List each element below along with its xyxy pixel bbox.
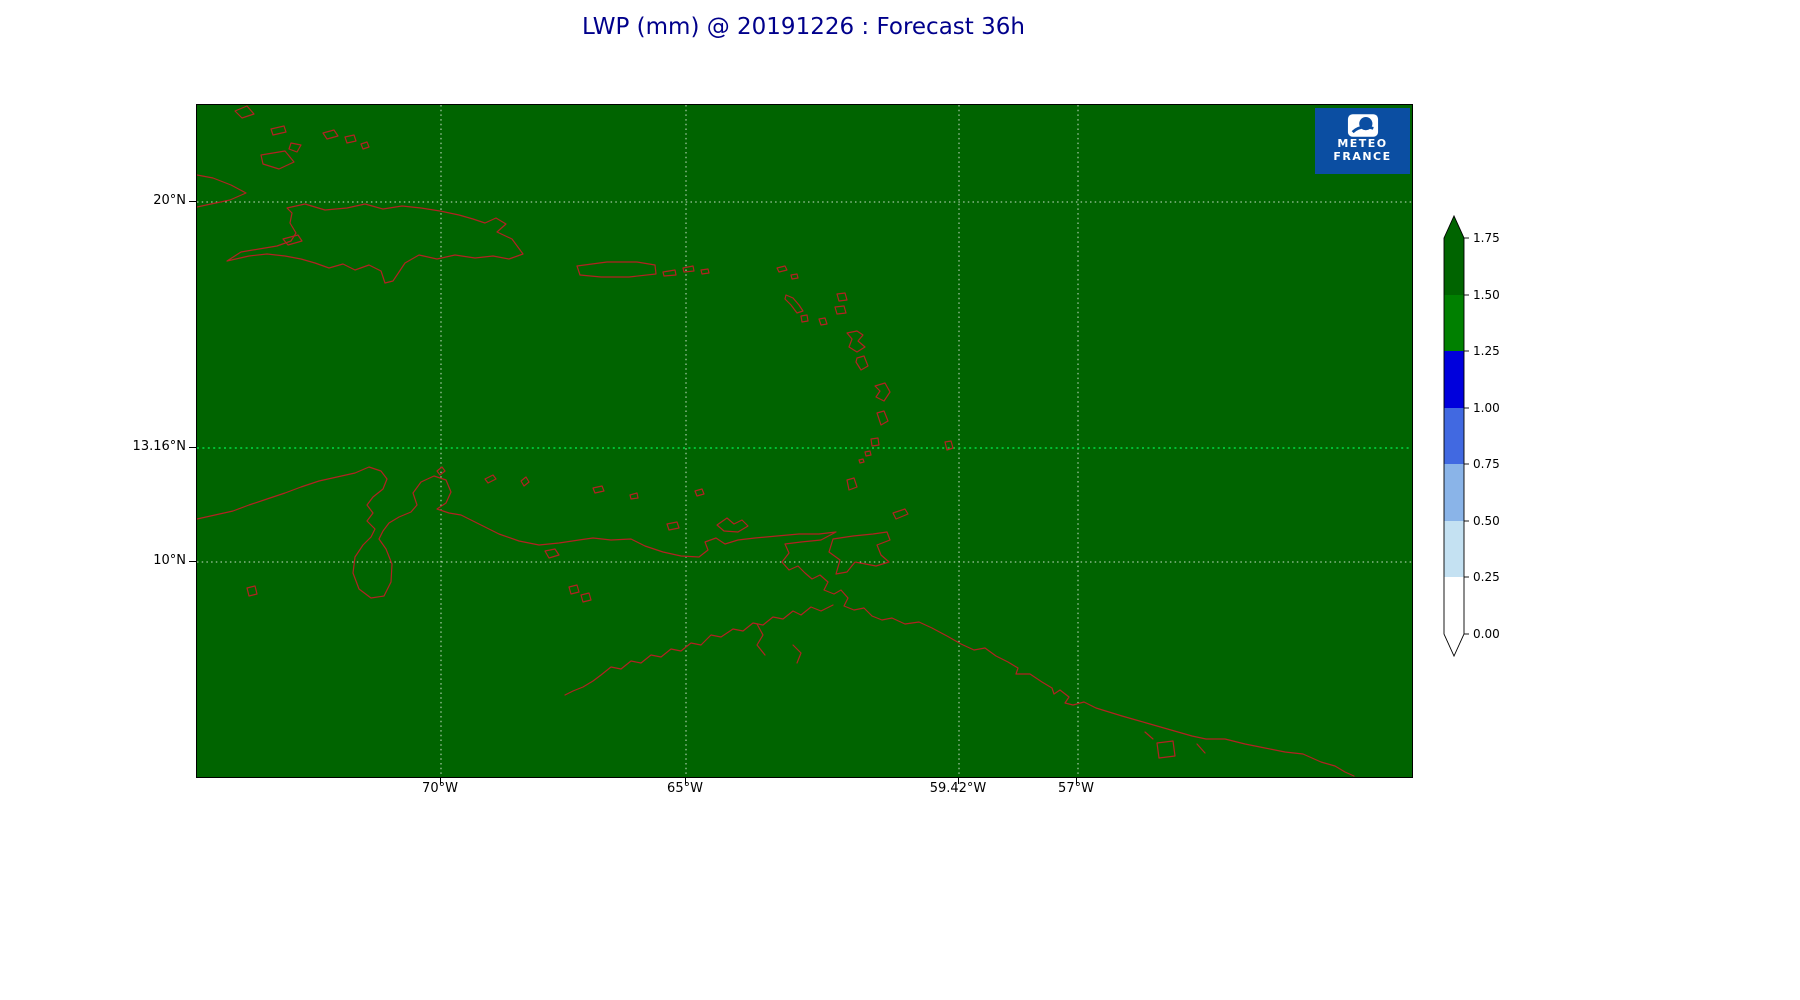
island-st-vincent [870,437,880,447]
colorbar-label-100: 1.00 [1473,401,1500,415]
island-virgin-2 [700,268,710,275]
x-tick-label-65w: 65°W [667,781,703,796]
colorbar-segment [1444,577,1464,634]
island-aruba [436,466,446,476]
island-trinidad [828,531,891,575]
island-bonaire [520,476,530,487]
colorbar-segment [1444,351,1464,408]
island-st-martin [790,273,799,280]
colorbar-over-arrow [1444,216,1464,238]
island-grenadines-1 [864,450,872,457]
x-tick-label-57w: 57°W [1058,781,1094,796]
island-margarita [716,517,749,533]
island-barbuda [836,292,848,302]
island-great-inagua [260,150,295,170]
x-tick-label-70w: 70°W [422,781,458,796]
meteo-france-icon [1347,114,1378,137]
colorbar-segment [1444,521,1464,577]
island-dominica [855,355,869,371]
lake-valencia [544,548,560,559]
logo-line1: METEO [1337,137,1388,150]
colorbar-segment [1444,238,1464,295]
island-st-kitts [784,294,804,314]
colorbar-label-025: 0.25 [1473,570,1500,584]
island-acklins [234,105,255,119]
colorbar-under-arrow [1444,634,1464,656]
colorbar-label-050: 0.50 [1473,514,1500,528]
island-tortuga [666,521,680,531]
colorbar-ticks [1464,237,1469,635]
river-caroni [756,623,766,656]
colorbar-label-075: 0.75 [1473,457,1500,471]
y-tick-mark [189,447,196,448]
island-vieques [662,269,677,277]
gridlines [197,105,1412,777]
meteo-france-logo: METEO FRANCE [1315,108,1410,174]
logo-line2: FRANCE [1333,149,1392,163]
river-orinoco [564,604,834,696]
river-tributary [792,644,802,664]
coastlines [197,105,1355,777]
coast-cuba-east-tip [197,174,247,208]
island-hispaniola [226,203,524,284]
colorbar-label-175: 1.75 [1473,231,1500,245]
map-area [196,104,1413,778]
x-tick-mark [685,777,686,784]
island-little-inagua [288,142,302,153]
island-antigua [834,305,847,315]
colorbar-segment [1444,295,1464,351]
lagoon-1 [568,584,580,595]
colorbar [1443,214,1469,658]
island-martinique [874,382,891,402]
y-tick-mark [189,201,196,202]
island-turks-2 [360,141,370,150]
colorbar-segment [1444,408,1464,464]
island-anguilla [776,265,788,273]
island-nevis [800,314,809,323]
colorbar-segment [1444,464,1464,521]
figure-title: LWP (mm) @ 20191226 : Forecast 36h [582,14,1025,40]
island-barbados [944,440,954,451]
island-mayaguana [270,125,287,136]
y-tick-mark [189,561,196,562]
lake-brokopondo [1156,740,1176,759]
island-los-roques [592,485,605,494]
island-orchila [629,492,639,500]
colorbar-label-125: 1.25 [1473,344,1500,358]
y-tick-label-13-16n: 13.16°N [132,439,186,454]
island-turks [344,134,357,144]
map-canvas [197,105,1412,777]
island-grenada [846,477,858,491]
island-tobago [892,508,909,520]
lagoon-2 [580,592,592,603]
river-suriname-1 [1144,731,1154,740]
river-suriname-2 [1196,743,1206,754]
island-puerto-rico [576,261,657,278]
x-tick-mark [958,777,959,784]
island-gonave [282,234,303,246]
x-tick-label-59-42w: 59.42°W [929,781,987,796]
island-curacao [484,474,497,484]
x-tick-mark [1076,777,1077,784]
island-virgin-1 [682,265,695,273]
swamp-magdalena [246,585,258,597]
y-tick-label-10n: 10°N [153,553,186,568]
colorbar-label-000: 0.00 [1473,627,1500,641]
island-guadeloupe [846,330,866,353]
island-blanquilla [694,488,705,497]
x-tick-mark [440,777,441,784]
island-montserrat [818,317,828,326]
island-caicos [322,129,339,140]
colorbar-label-150: 1.50 [1473,288,1500,302]
coast-south-america [197,466,1355,777]
island-grenadines-2 [858,458,865,464]
island-st-lucia [876,410,889,426]
y-tick-label-20n: 20°N [153,193,186,208]
